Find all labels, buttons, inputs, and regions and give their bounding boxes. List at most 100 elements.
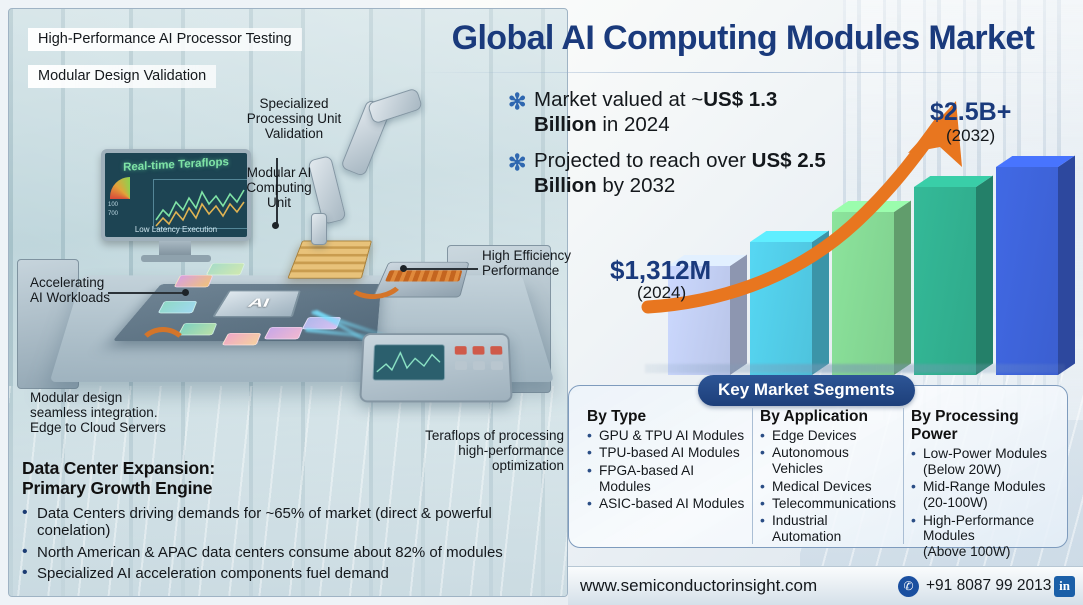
monitor-subtitle: Low Latency Execution	[134, 225, 218, 234]
callout-line: Performance	[482, 263, 560, 279]
callout-line: Computing	[246, 180, 312, 196]
monitor-stand	[159, 241, 191, 257]
plate-high-performance-testing: High-Performance AI Processor Testing	[28, 28, 302, 51]
phone-number: +91 8087 99 2013	[926, 577, 1052, 594]
chart-label-2032-value: $2.5B+	[930, 98, 1012, 126]
monitor-gauge-icon	[110, 177, 150, 199]
chiplet	[177, 323, 218, 336]
title-divider	[420, 72, 1068, 73]
segment-item: High-Performance Modules (Above 100W)	[911, 512, 1051, 561]
segment-item-main: High-Performance Modules	[923, 512, 1035, 544]
instrument-button[interactable]	[490, 361, 504, 370]
callout-modular-ai-computing-unit: Modular AI Computing Unit	[233, 165, 325, 210]
page-title: Global AI Computing Modules Market	[451, 19, 1035, 57]
callout-leader-dot	[182, 289, 189, 296]
segment-column-by-processing-power: By Processing Power Low-Power Modules (B…	[904, 408, 1058, 559]
instrument-screen	[372, 344, 446, 381]
callout-accelerating-ai-workloads: Accelerating AI Workloads	[30, 275, 160, 305]
callout-line: Specialized	[259, 96, 329, 111]
chart-bar	[996, 155, 1075, 375]
callout-high-efficiency-performance: High Efficiency Performance	[482, 248, 582, 278]
robotic-arm	[307, 87, 429, 251]
chart-bar	[914, 175, 993, 375]
callout-line: Modular design	[30, 390, 123, 405]
callout-modular-design-integration: Modular design seamless integration. Edg…	[30, 390, 200, 435]
chart-bar-side	[1058, 155, 1075, 375]
callout-line: seamless integration.	[30, 405, 158, 421]
callout-line: Teraflops of processing	[425, 428, 564, 443]
chart-bar-face	[914, 187, 976, 375]
callout-line: Modular AI	[246, 165, 312, 180]
chiplet	[263, 327, 304, 340]
illustration-panel: Real-time Teraflops 100 700 Low Latency E…	[8, 8, 568, 597]
highlight-pre: Projected to reach over	[534, 149, 752, 173]
measurement-instrument	[359, 333, 513, 403]
instrument-button[interactable]	[490, 346, 503, 355]
segment-item-main: Industrial Automation	[772, 513, 842, 545]
chiplet	[173, 275, 214, 288]
highlight-post: by 2032	[596, 173, 676, 197]
chart-bar-face	[996, 167, 1058, 375]
segment-column-by-application: By Application Edge Devices Autonomous V…	[752, 408, 904, 544]
callout-teraflops-processing: Teraflops of processing high-performance…	[388, 428, 564, 473]
callout-leader-dot	[400, 265, 407, 272]
instrument-button[interactable]	[454, 361, 468, 370]
callout-specialized-processing-unit-validation: Specialized Processing Unit Validation	[244, 96, 344, 141]
website-url[interactable]: www.semiconductorinsight.com	[580, 576, 818, 595]
segment-item-main: TPU-based AI Modules	[599, 445, 740, 461]
data-center-title-line1: Data Center Expansion:	[22, 458, 216, 478]
monitor-base	[141, 255, 211, 262]
instrument-button[interactable]	[472, 346, 485, 355]
segment-heading: By Application	[760, 408, 868, 425]
callout-line: optimization	[491, 458, 564, 474]
teraflops-monitor: Real-time Teraflops 100 700 Low Latency E…	[101, 149, 251, 241]
segment-item-sub: (Above 100W)	[923, 544, 1011, 560]
segment-item: FPGA-based AI Modules	[587, 462, 745, 495]
list-item: Data Centers driving demands for ~65% of…	[22, 504, 562, 540]
instrument-button[interactable]	[454, 346, 467, 355]
callout-line: AI Workloads	[30, 290, 111, 306]
data-center-title-line2: Primary Growth Engine	[22, 478, 213, 499]
callout-line: Validation	[264, 126, 324, 142]
instrument-button[interactable]	[472, 361, 486, 370]
segment-item: Low-Power Modules (Below 20W)	[911, 445, 1051, 478]
segment-item: ASIC-based AI Modules	[587, 495, 745, 512]
phone-contact[interactable]: ✆ +91 8087 99 2013	[898, 575, 1052, 597]
highlight-item: ✻ Market valued at ~US$ 1.3 Billion in 20…	[508, 88, 838, 137]
segment-item-sub: (20-100W)	[923, 495, 988, 511]
segment-item-main: Mid-Range Modules	[923, 479, 1046, 495]
asterisk-icon: ✻	[508, 89, 527, 114]
segment-item-main: Medical Devices	[772, 478, 872, 494]
linkedin-icon[interactable]: in	[1054, 575, 1075, 597]
plate-modular-design-validation: Modular Design Validation	[28, 65, 217, 88]
growth-trend-arrow-icon	[641, 101, 962, 314]
chiplet	[157, 301, 198, 314]
phone-icon: ✆	[898, 575, 919, 597]
segment-item-main: Autonomous Vehicles	[772, 445, 849, 477]
chart-bar	[668, 254, 747, 375]
segment-item-main: ASIC-based AI Modules	[599, 496, 745, 512]
segments-badge: Key Market Segments	[698, 375, 915, 406]
callout-line: Edge to Cloud Servers	[30, 420, 166, 436]
segment-item: Edge Devices	[760, 427, 896, 444]
highlight-pre: Market valued at ~	[534, 88, 704, 111]
callout-line: High Efficiency	[482, 248, 572, 263]
highlight-bold: US$ 2.5 Billion	[534, 149, 826, 197]
callout-leader-line	[276, 158, 278, 226]
segment-column-by-type: By Type GPU & TPU AI Modules TPU-based A…	[580, 408, 752, 544]
data-center-title: Data Center Expansion: Primary Growth En…	[22, 458, 562, 499]
callout-leader-line	[404, 268, 478, 270]
segment-item: Telecommunications	[760, 495, 896, 512]
list-item: Specialized AI acceleration components f…	[22, 564, 562, 583]
monitor-graph	[153, 179, 247, 229]
segment-item: TPU-based AI Modules	[587, 444, 745, 461]
asterisk-icon: ✻	[508, 150, 527, 176]
highlight-post: in 2024	[596, 112, 670, 136]
segment-item: Autonomous Vehicles	[760, 444, 896, 477]
segments-columns: By Type GPU & TPU AI Modules TPU-based A…	[580, 408, 1058, 559]
chart-bar-face	[668, 266, 730, 375]
callout-leader-line	[108, 292, 186, 294]
chiplet	[205, 263, 246, 276]
segment-item-sub: (Below 20W)	[923, 461, 1002, 477]
callout-line: Accelerating	[30, 275, 105, 290]
